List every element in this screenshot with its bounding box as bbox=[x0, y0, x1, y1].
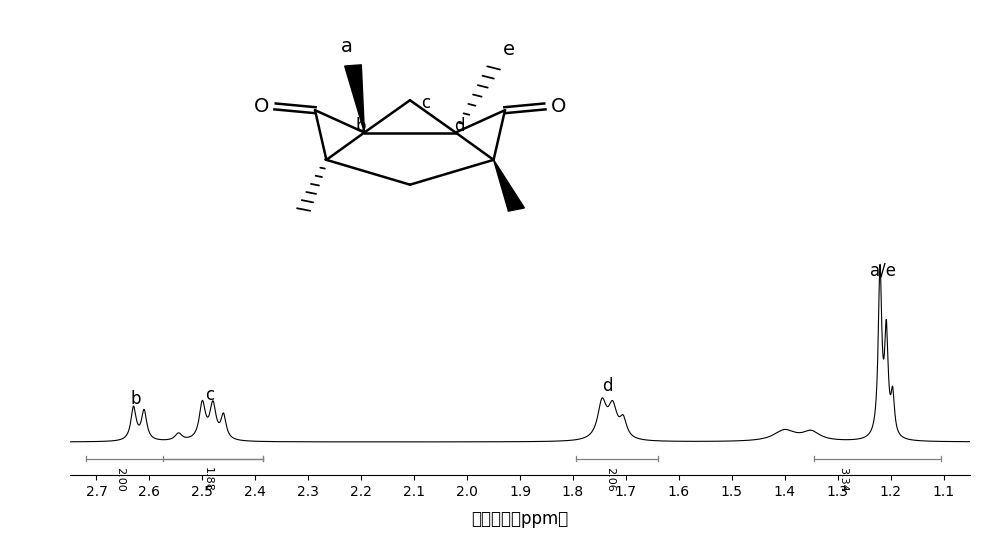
X-axis label: 化学位移（ppm）: 化学位移（ppm） bbox=[471, 510, 569, 528]
Text: d: d bbox=[454, 117, 465, 136]
Text: b: b bbox=[355, 117, 366, 136]
Text: a: a bbox=[341, 37, 353, 56]
Polygon shape bbox=[494, 160, 524, 211]
Text: c: c bbox=[421, 94, 430, 112]
Text: 2.06: 2.06 bbox=[605, 467, 615, 491]
Text: O: O bbox=[551, 97, 566, 116]
Text: 3.34: 3.34 bbox=[838, 467, 848, 491]
Text: d: d bbox=[602, 377, 613, 395]
Text: a/e: a/e bbox=[870, 262, 896, 280]
Text: c: c bbox=[205, 386, 214, 404]
Text: 1.88: 1.88 bbox=[203, 467, 213, 492]
Text: O: O bbox=[254, 97, 269, 116]
Polygon shape bbox=[345, 65, 364, 132]
Text: e: e bbox=[503, 40, 515, 59]
Text: b: b bbox=[131, 390, 141, 408]
Text: 2.00: 2.00 bbox=[115, 467, 125, 491]
